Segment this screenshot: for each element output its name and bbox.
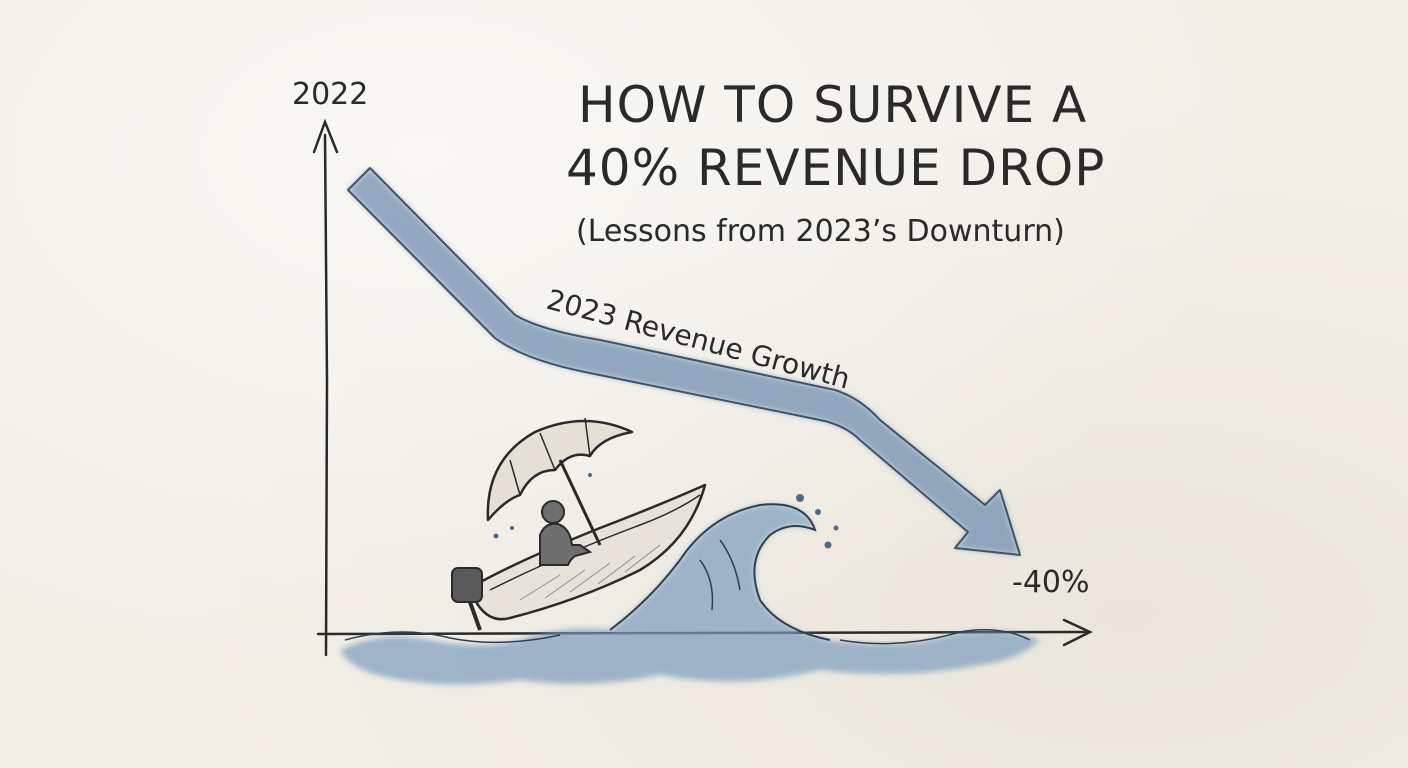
arrow-body-wash bbox=[348, 168, 1020, 555]
title-subtitle: (Lessons from 2023’s Downturn) bbox=[576, 214, 1065, 249]
person-icon bbox=[539, 500, 593, 566]
revenue-drop-arrow bbox=[347, 167, 1021, 556]
x-axis-arrowhead bbox=[1062, 618, 1093, 647]
rain-drops bbox=[493, 473, 592, 539]
umbrella-shaft bbox=[558, 459, 602, 546]
y-axis-label: 2022 bbox=[292, 77, 368, 112]
wave-icon bbox=[340, 494, 1040, 685]
spray-drops bbox=[796, 494, 839, 549]
person-body bbox=[539, 522, 593, 566]
title-line-2: 40% REVENUE DROP bbox=[566, 139, 1105, 197]
person-head bbox=[541, 500, 565, 524]
arrow-body-edge bbox=[347, 167, 1021, 556]
y-axis-arrowhead bbox=[312, 118, 339, 154]
title-line-1: HOW TO SURVIVE A bbox=[578, 76, 1087, 134]
outboard-motor-icon bbox=[451, 567, 483, 631]
water-surface-line bbox=[344, 629, 1031, 645]
umbrella-icon bbox=[486, 417, 634, 546]
umbrella-ribs bbox=[509, 417, 591, 496]
y-axis-line bbox=[323, 133, 329, 657]
end-value-label: -40% bbox=[1012, 565, 1090, 600]
water-wash bbox=[340, 504, 1040, 685]
wave-crest-line bbox=[609, 503, 831, 641]
boat-inner-rim bbox=[489, 494, 701, 591]
boat-hull-shading bbox=[519, 544, 661, 601]
wave-curl-line bbox=[699, 539, 741, 611]
